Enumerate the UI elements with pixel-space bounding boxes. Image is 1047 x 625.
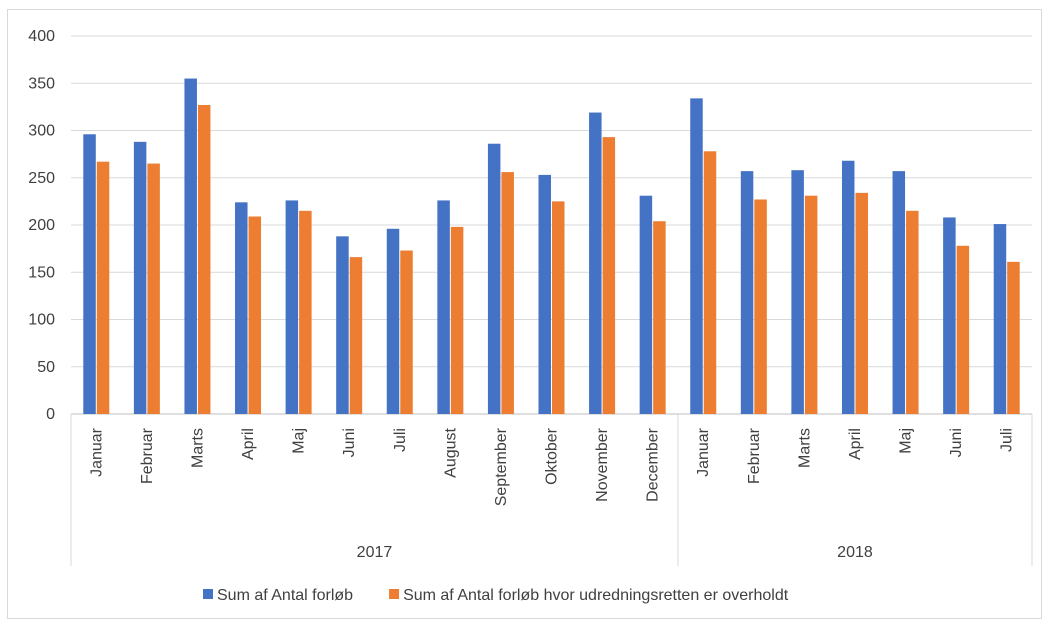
x-category-label: Januar xyxy=(88,427,105,477)
bar-series1-14 xyxy=(791,170,804,414)
x-category-label: Oktober xyxy=(544,427,561,485)
y-tick-label: 250 xyxy=(28,170,55,187)
x-category-label: Marts xyxy=(189,428,206,468)
bar-series2-15 xyxy=(855,192,868,414)
legend: Sum af Antal forløb Sum af Antal forløb h… xyxy=(203,587,789,604)
bar-series1-2 xyxy=(184,78,197,415)
x-category-label: Februar xyxy=(139,427,156,484)
bar-series1-15 xyxy=(841,160,855,414)
bar-series1-1 xyxy=(133,141,147,414)
bar-series1-10 xyxy=(589,112,602,415)
bar-series1-13 xyxy=(740,171,754,414)
bar-series1-5 xyxy=(336,236,349,414)
bar-series2-12 xyxy=(703,151,717,415)
legend-swatch-1 xyxy=(203,589,213,599)
y-tick-label: 300 xyxy=(28,123,55,140)
gridlines xyxy=(71,35,1032,415)
y-tick-label: 350 xyxy=(28,75,55,92)
chart-frame: 0 50 100 150 200 250 300 350 400 Januar Februar Ma… xyxy=(7,9,1042,619)
x-category-label: Februar xyxy=(746,427,763,484)
bar-series1-17 xyxy=(943,217,956,414)
y-tick-label: 0 xyxy=(46,406,55,423)
y-tick-label: 400 xyxy=(28,28,55,45)
x-category-label: Juli xyxy=(999,428,1016,452)
x-category-label: August xyxy=(442,427,459,477)
bar-series1-18 xyxy=(993,224,1007,414)
legend-swatch-2 xyxy=(389,589,400,599)
x-category-label: December xyxy=(645,427,662,501)
y-tick-label: 200 xyxy=(28,217,55,234)
x-category-label: April xyxy=(240,428,257,460)
y-tick-label: 100 xyxy=(28,312,55,329)
legend-label-1: Sum af Antal forløb xyxy=(217,587,353,604)
x-group-label: 2017 xyxy=(357,544,393,561)
x-category-label: Maj xyxy=(291,428,308,454)
bar-series2-0 xyxy=(96,161,110,414)
x-category-label: September xyxy=(493,427,510,506)
x-axis: Januar Februar Marts April Maj Juni Juli August… xyxy=(70,414,1033,566)
bar-series2-18 xyxy=(1007,261,1020,414)
bar-series2-9 xyxy=(552,201,565,414)
bar-chart: 0 50 100 150 200 250 300 350 400 Januar Februar Ma… xyxy=(28,28,1033,604)
bars xyxy=(83,78,1020,415)
bar-series2-3 xyxy=(248,216,262,414)
bar-series1-16 xyxy=(892,171,906,414)
bar-series1-12 xyxy=(690,98,703,415)
x-group-label: 2018 xyxy=(837,544,873,561)
bar-series2-2 xyxy=(197,104,211,415)
bar-series2-8 xyxy=(501,172,514,414)
x-category-label: Maj xyxy=(898,428,915,454)
bar-series2-1 xyxy=(147,163,160,414)
bar-series1-0 xyxy=(83,134,96,414)
bar-series1-7 xyxy=(437,200,450,414)
bar-series1-9 xyxy=(538,174,551,414)
x-category-label: Marts xyxy=(796,428,813,468)
bar-series2-4 xyxy=(299,210,312,414)
bar-series2-17 xyxy=(956,245,970,414)
x-category-label: Januar xyxy=(695,427,712,477)
x-category-label: Juni xyxy=(948,428,965,457)
y-tick-label: 50 xyxy=(37,359,55,376)
x-category-label: Juni xyxy=(341,428,358,457)
bar-series1-6 xyxy=(386,228,400,414)
bar-series1-3 xyxy=(235,202,248,414)
bar-series2-6 xyxy=(400,250,413,414)
bar-series1-8 xyxy=(487,143,501,415)
bar-series2-5 xyxy=(349,257,363,414)
bar-series2-13 xyxy=(754,199,767,414)
bar-series2-7 xyxy=(450,226,464,414)
bar-series1-11 xyxy=(639,195,653,414)
bar-series1-4 xyxy=(285,200,299,414)
bar-series2-14 xyxy=(804,195,818,414)
bar-series2-11 xyxy=(653,221,666,414)
y-tick-label: 150 xyxy=(28,264,55,281)
legend-label-2: Sum af Antal forløb hvor udredningsrette… xyxy=(403,587,789,604)
x-category-label: November xyxy=(594,427,611,501)
y-axis: 0 50 100 150 200 250 300 350 400 xyxy=(28,28,55,423)
x-category-label: April xyxy=(847,428,864,460)
bar-series2-16 xyxy=(906,210,919,414)
x-category-label: Juli xyxy=(392,428,409,452)
bar-series2-10 xyxy=(602,137,616,414)
